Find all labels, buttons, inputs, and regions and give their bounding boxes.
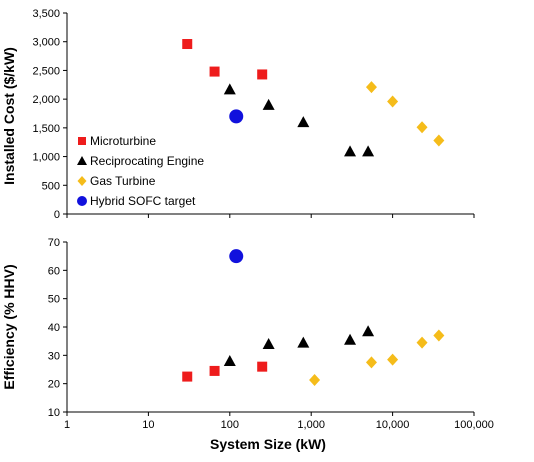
legend-marker-microturbine — [78, 137, 86, 145]
cost-y-tick-label: 1,500 — [32, 123, 60, 135]
cost-y-tick-label: 0 — [54, 209, 60, 221]
x-tick-label: 100 — [221, 419, 239, 431]
efficiency-point-hybrid-sofc-target — [229, 249, 244, 264]
legend-label-hybrid-sofc-target: Hybrid SOFC target — [90, 194, 196, 208]
cost-y-axis-label: Installed Cost ($/kW) — [1, 47, 17, 185]
x-tick-label: 1 — [64, 419, 70, 431]
efficiency-y-tick-label: 30 — [48, 350, 60, 362]
x-tick-label: 10 — [142, 419, 154, 431]
efficiency-point-gas-turbine — [309, 373, 321, 386]
cost-panel: Installed Cost ($/kW) 0 500 1,000 1,500 2,00… — [1, 8, 475, 221]
legend-marker-hybrid-sofc-target — [77, 196, 87, 206]
legend-label-microturbine: Microturbine — [90, 134, 156, 148]
cost-point-reciprocating-engine — [362, 145, 375, 157]
efficiency-y-tick-label: 70 — [48, 237, 60, 249]
efficiency-point-gas-turbine — [387, 353, 399, 366]
efficiency-point-gas-turbine — [365, 356, 377, 369]
legend-label-gas-turbine: Gas Turbine — [90, 174, 156, 188]
x-tick-label: 10,000 — [376, 419, 410, 431]
cost-point-gas-turbine — [365, 81, 377, 94]
cost-point-reciprocating-engine — [297, 116, 310, 128]
cost-y-tick-label: 1,000 — [32, 152, 60, 164]
efficiency-y-axis-label: Efficiency (% HHV) — [1, 264, 17, 389]
cost-y-tick-label: 3,500 — [32, 8, 60, 20]
cost-point-microturbine — [257, 69, 268, 80]
legend-marker-reciprocating-engine — [77, 156, 87, 165]
cost-y-tick-label: 500 — [42, 180, 60, 192]
cost-point-microturbine — [182, 39, 193, 50]
efficiency-point-microturbine — [182, 371, 193, 382]
cost-y-tick-label: 2,000 — [32, 94, 60, 106]
cost-point-gas-turbine — [433, 134, 445, 147]
x-axis-label: System Size (kW) — [210, 436, 326, 452]
cost-point-gas-turbine — [416, 121, 428, 134]
legend-label-reciprocating-engine: Reciprocating Engine — [90, 154, 204, 168]
x-tick-label: 1,000 — [297, 419, 325, 431]
x-axis: System Size (kW) 1 10 100 1,000 10,000 100,00… — [64, 419, 494, 452]
efficiency-point-reciprocating-engine — [362, 325, 375, 337]
legend-marker-gas-turbine — [77, 176, 87, 186]
cost-point-microturbine — [209, 66, 220, 77]
efficiency-y-tick-label: 20 — [48, 379, 60, 391]
cost-point-reciprocating-engine — [262, 98, 275, 110]
efficiency-point-reciprocating-engine — [223, 355, 236, 366]
efficiency-y-tick-label: 50 — [48, 294, 60, 306]
efficiency-panel: Efficiency (% HHV) 10 20 30 40 50 60 70 — [1, 237, 475, 419]
efficiency-y-tick-label: 60 — [48, 265, 60, 277]
cost-y-tick-label: 3,000 — [32, 37, 60, 49]
efficiency-point-gas-turbine — [416, 336, 428, 349]
cost-point-gas-turbine — [387, 95, 399, 108]
efficiency-y-tick-label: 40 — [48, 322, 60, 334]
efficiency-point-reciprocating-engine — [262, 338, 275, 349]
cost-point-reciprocating-engine — [223, 83, 236, 95]
legend: Microturbine Reciprocating Engine Gas Turb… — [77, 134, 204, 208]
efficiency-point-gas-turbine — [433, 329, 445, 342]
efficiency-point-reciprocating-engine — [344, 333, 357, 345]
cost-point-reciprocating-engine — [344, 145, 357, 157]
x-tick-label: 100,000 — [454, 419, 494, 431]
efficiency-point-microturbine — [257, 361, 268, 372]
cost-y-tick-label: 2,500 — [32, 65, 60, 77]
efficiency-y-tick-label: 10 — [48, 407, 60, 419]
efficiency-point-reciprocating-engine — [297, 336, 310, 348]
cost-point-hybrid-sofc-target — [229, 109, 244, 124]
efficiency-point-microturbine — [209, 365, 220, 376]
